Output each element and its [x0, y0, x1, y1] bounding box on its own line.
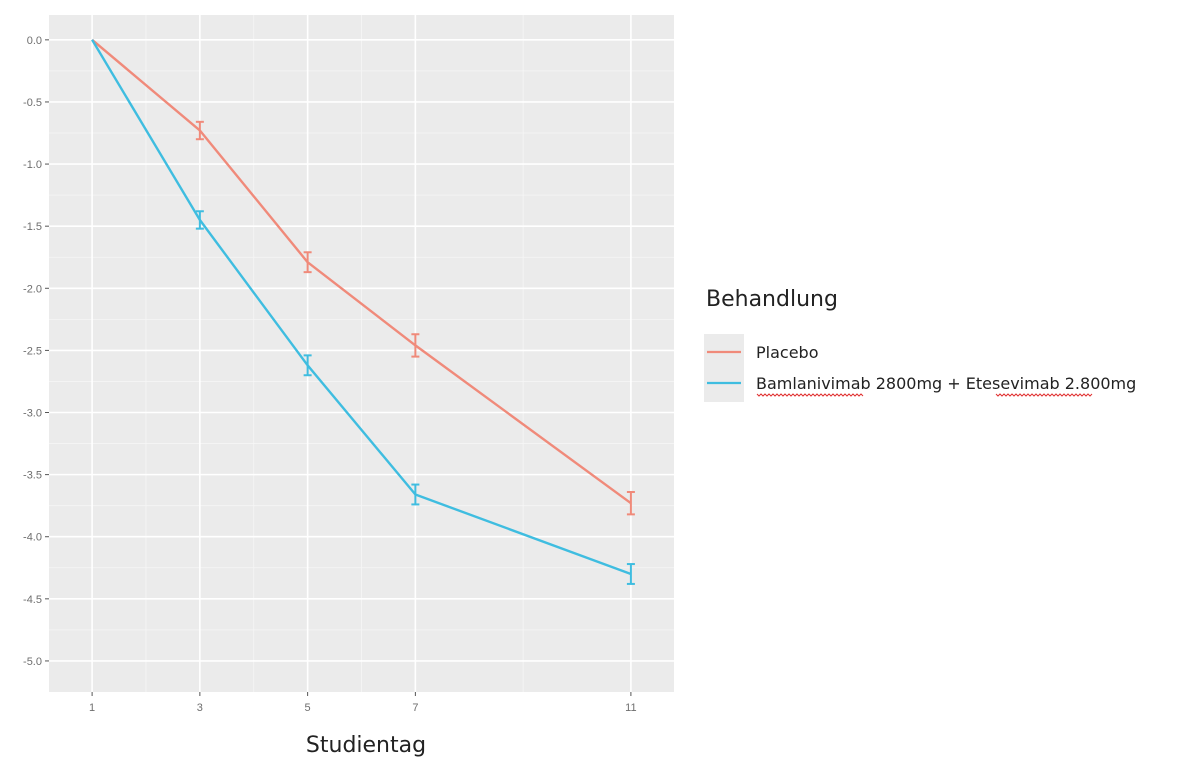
- x-tick-label: 5: [305, 702, 311, 714]
- y-tick-label: -2.0: [23, 283, 42, 295]
- error-bar: [411, 333, 420, 358]
- error-bar: [195, 120, 204, 141]
- x-axis: 1 3 5 7 11: [89, 692, 637, 714]
- y-tick-label: -2.5: [23, 345, 42, 357]
- y-tick-label: -5.0: [23, 656, 42, 668]
- error-bar: [411, 483, 420, 506]
- y-tick-label: -3.5: [23, 470, 42, 482]
- error-bar: [626, 563, 635, 585]
- error-bar: [303, 354, 312, 377]
- legend-title: Behandlung: [706, 287, 838, 312]
- error-bar: [626, 491, 635, 516]
- legend-label-placebo: Placebo: [756, 343, 818, 362]
- series-0: [91, 38, 635, 516]
- y-tick-label: -4.0: [23, 532, 42, 544]
- legend-label-bamlanivimab: Bamlanivimab 2800mg + Etesevimab 2.800mg: [756, 374, 1136, 393]
- y-tick-label: -0.5: [23, 97, 42, 109]
- x-tick-label: 11: [625, 702, 636, 714]
- minor-gridlines: [49, 15, 674, 692]
- spellcheck-underline: [995, 393, 1093, 397]
- y-tick-label: -3.0: [23, 408, 42, 420]
- y-tick-label: 0.0: [27, 35, 42, 47]
- error-bar: [195, 210, 204, 230]
- error-bar: [303, 251, 312, 274]
- y-tick-label: -1.0: [23, 159, 42, 171]
- legend-key-background: [704, 334, 744, 402]
- x-tick-label: 7: [412, 702, 418, 714]
- series-1: [91, 39, 635, 585]
- series-layer: [91, 38, 635, 585]
- x-tick-label: 1: [89, 702, 95, 714]
- x-axis-title: Studientag: [306, 733, 426, 758]
- spellcheck-underline: [756, 393, 864, 397]
- x-tick-label: 3: [197, 702, 203, 714]
- legend: Behandlung Placebo Bamlanivimab 2800mg +…: [704, 287, 1136, 402]
- y-tick-label: -1.5: [23, 221, 42, 233]
- major-gridlines: [49, 15, 674, 692]
- y-axis: 0.0 -0.5 -1.0 -1.5 -2.0 -2.5 -3.0 -3.5 -4.0 -4.5 -…: [23, 35, 49, 668]
- y-tick-label: -4.5: [23, 594, 42, 606]
